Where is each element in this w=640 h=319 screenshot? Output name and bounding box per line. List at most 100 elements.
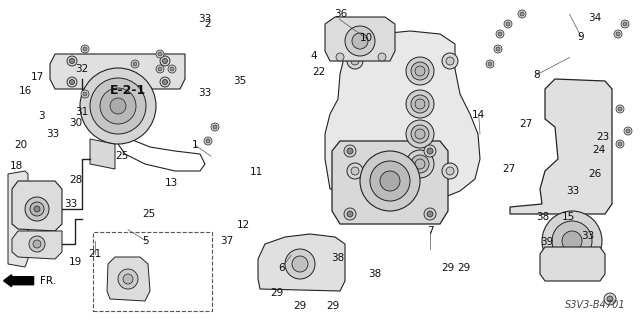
Circle shape xyxy=(336,53,344,61)
Circle shape xyxy=(25,197,49,221)
Circle shape xyxy=(81,45,89,53)
Circle shape xyxy=(110,98,126,114)
Text: 16: 16 xyxy=(19,86,32,96)
Circle shape xyxy=(80,68,156,144)
Circle shape xyxy=(156,50,164,58)
Text: 17: 17 xyxy=(31,71,44,82)
Circle shape xyxy=(411,155,429,173)
Circle shape xyxy=(562,231,582,251)
Circle shape xyxy=(352,33,368,49)
Circle shape xyxy=(347,53,363,69)
Circle shape xyxy=(81,90,89,98)
Polygon shape xyxy=(325,31,480,201)
Circle shape xyxy=(213,125,217,129)
Text: 25: 25 xyxy=(115,151,128,161)
Circle shape xyxy=(614,30,622,38)
Circle shape xyxy=(100,88,136,124)
Circle shape xyxy=(406,57,434,85)
Circle shape xyxy=(347,163,363,179)
Circle shape xyxy=(133,62,137,66)
Circle shape xyxy=(616,105,624,113)
Circle shape xyxy=(118,269,138,289)
Text: 38: 38 xyxy=(368,269,381,279)
Text: 31: 31 xyxy=(76,107,88,117)
Circle shape xyxy=(518,10,526,18)
Text: 34: 34 xyxy=(589,12,602,23)
Circle shape xyxy=(204,137,212,145)
Circle shape xyxy=(411,62,429,80)
Text: 8: 8 xyxy=(533,70,540,80)
Text: 29: 29 xyxy=(326,301,339,311)
Circle shape xyxy=(344,208,356,220)
Text: 35: 35 xyxy=(234,76,246,86)
Circle shape xyxy=(626,129,630,133)
Polygon shape xyxy=(8,171,28,267)
Text: 5: 5 xyxy=(143,236,149,246)
Circle shape xyxy=(83,47,87,51)
Text: 11: 11 xyxy=(250,167,262,177)
Circle shape xyxy=(552,221,592,261)
Text: 9: 9 xyxy=(578,32,584,42)
Text: 33: 33 xyxy=(198,14,211,24)
Text: 38: 38 xyxy=(332,253,344,263)
Text: 29: 29 xyxy=(270,288,283,299)
Polygon shape xyxy=(50,54,185,89)
Text: 7: 7 xyxy=(427,226,433,236)
Circle shape xyxy=(158,67,162,71)
Text: 29: 29 xyxy=(442,263,454,273)
Text: 1: 1 xyxy=(192,140,198,150)
Circle shape xyxy=(623,22,627,26)
Polygon shape xyxy=(332,141,448,224)
Text: 15: 15 xyxy=(562,212,575,222)
Text: 3: 3 xyxy=(38,111,45,122)
Circle shape xyxy=(67,56,77,66)
Circle shape xyxy=(285,249,315,279)
Text: 29: 29 xyxy=(458,263,470,273)
Circle shape xyxy=(406,120,434,148)
Circle shape xyxy=(621,20,629,28)
Circle shape xyxy=(34,206,40,212)
Text: 38: 38 xyxy=(536,212,549,222)
Circle shape xyxy=(488,62,492,66)
Polygon shape xyxy=(107,257,150,301)
Text: 37: 37 xyxy=(221,236,234,246)
Circle shape xyxy=(160,77,170,87)
Circle shape xyxy=(411,125,429,143)
Circle shape xyxy=(67,77,77,87)
Text: 27: 27 xyxy=(520,119,532,130)
Text: 33: 33 xyxy=(566,186,579,197)
Circle shape xyxy=(406,150,434,178)
Text: 33: 33 xyxy=(64,199,77,209)
Text: 25: 25 xyxy=(142,209,155,219)
Circle shape xyxy=(406,90,434,118)
Circle shape xyxy=(604,293,616,305)
Text: 33: 33 xyxy=(581,231,594,241)
Circle shape xyxy=(158,52,162,56)
Text: 22: 22 xyxy=(312,67,325,77)
Text: S3V3-B4701: S3V3-B4701 xyxy=(565,300,625,310)
Circle shape xyxy=(496,47,500,51)
Circle shape xyxy=(211,123,219,131)
Circle shape xyxy=(446,167,454,175)
Text: 20: 20 xyxy=(14,140,27,150)
Circle shape xyxy=(33,240,41,248)
Text: 33: 33 xyxy=(46,129,59,139)
Text: 33: 33 xyxy=(198,87,211,98)
Polygon shape xyxy=(510,79,612,214)
Polygon shape xyxy=(12,181,62,231)
Circle shape xyxy=(160,56,170,66)
Circle shape xyxy=(618,142,622,146)
Circle shape xyxy=(83,92,87,96)
Text: 19: 19 xyxy=(69,256,82,267)
Circle shape xyxy=(446,57,454,65)
Text: 21: 21 xyxy=(88,249,101,259)
Circle shape xyxy=(424,208,436,220)
Text: 39: 39 xyxy=(541,237,554,247)
Circle shape xyxy=(494,45,502,53)
Circle shape xyxy=(442,163,458,179)
Circle shape xyxy=(344,145,356,157)
Circle shape xyxy=(496,30,504,38)
Circle shape xyxy=(618,107,622,111)
Circle shape xyxy=(415,99,425,109)
Polygon shape xyxy=(325,17,395,61)
